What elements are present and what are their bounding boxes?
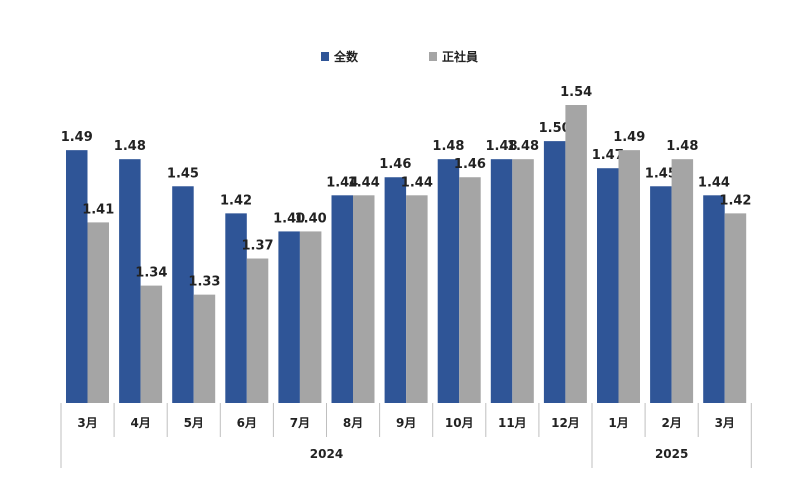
bar-regular-5 bbox=[299, 231, 322, 403]
bar-regular-8 bbox=[459, 177, 481, 403]
bar-regular-13 bbox=[724, 213, 747, 403]
bar-regular-1 bbox=[87, 222, 109, 403]
category-label-1: 3月 bbox=[77, 416, 97, 430]
legend-swatch-all bbox=[321, 52, 329, 61]
data-label-all-10: 1.50 bbox=[539, 121, 571, 136]
data-label-regular-6: 1.44 bbox=[348, 175, 380, 190]
bar-all-8 bbox=[437, 159, 460, 403]
bar-regular-4 bbox=[246, 258, 269, 403]
data-label-all-7: 1.46 bbox=[379, 157, 411, 172]
bar-regular-9 bbox=[512, 159, 534, 403]
category-label-13: 3月 bbox=[715, 416, 735, 430]
bar-all-1 bbox=[66, 150, 88, 403]
category-label-11: 1月 bbox=[608, 416, 628, 430]
bar-regular-7 bbox=[406, 195, 428, 403]
data-label-all-8: 1.48 bbox=[432, 139, 464, 154]
data-label-regular-12: 1.48 bbox=[666, 139, 698, 154]
data-label-all-1: 1.49 bbox=[61, 130, 93, 145]
year-label-2025: 2025 bbox=[655, 447, 688, 461]
bar-all-4 bbox=[225, 213, 247, 403]
bar-regular-2 bbox=[140, 285, 163, 403]
data-label-regular-7: 1.44 bbox=[401, 175, 433, 190]
data-label-regular-11: 1.49 bbox=[613, 130, 645, 145]
bar-all-12 bbox=[650, 186, 672, 403]
category-label-8: 10月 bbox=[445, 416, 474, 430]
data-label-regular-3: 1.33 bbox=[188, 275, 220, 290]
data-label-regular-8: 1.46 bbox=[454, 157, 486, 172]
data-label-regular-2: 1.34 bbox=[135, 266, 167, 281]
bar-all-7 bbox=[384, 177, 407, 403]
legend-label-all: 全数 bbox=[333, 49, 359, 64]
data-label-all-5: 1.40 bbox=[273, 211, 305, 226]
bar-all-3 bbox=[172, 186, 194, 403]
category-label-12: 2月 bbox=[661, 416, 681, 430]
year-label-2024: 2024 bbox=[310, 447, 343, 461]
bar-all-9 bbox=[490, 159, 513, 403]
bar-all-10 bbox=[543, 141, 566, 403]
data-label-regular-5: 1.40 bbox=[295, 211, 327, 226]
category-label-10: 12月 bbox=[551, 416, 580, 430]
bar-all-6 bbox=[331, 195, 353, 403]
data-label-all-6: 1.44 bbox=[326, 175, 358, 190]
bar-regular-11 bbox=[618, 150, 640, 403]
category-label-3: 5月 bbox=[184, 416, 204, 430]
bar-all-2 bbox=[119, 159, 141, 403]
data-label-all-3: 1.45 bbox=[167, 166, 199, 181]
category-label-7: 9月 bbox=[396, 416, 416, 430]
data-label-all-9: 1.48 bbox=[486, 139, 518, 154]
legend-swatch-regular bbox=[429, 52, 437, 61]
category-label-5: 7月 bbox=[290, 416, 310, 430]
data-label-regular-1: 1.41 bbox=[82, 202, 114, 217]
data-label-all-12: 1.45 bbox=[645, 166, 677, 181]
bar-regular-6 bbox=[353, 195, 375, 403]
data-label-regular-4: 1.37 bbox=[242, 239, 274, 254]
bar-regular-10 bbox=[565, 105, 587, 403]
data-label-all-13: 1.44 bbox=[698, 175, 730, 190]
legend-label-regular: 正社員 bbox=[442, 49, 478, 64]
data-label-regular-10: 1.54 bbox=[560, 85, 592, 100]
category-label-2: 4月 bbox=[130, 416, 150, 430]
data-label-all-2: 1.48 bbox=[114, 139, 146, 154]
bar-regular-12 bbox=[671, 159, 694, 403]
category-label-9: 11月 bbox=[498, 416, 527, 430]
bar-all-5 bbox=[278, 231, 300, 403]
data-label-regular-13: 1.42 bbox=[719, 193, 751, 208]
category-label-4: 6月 bbox=[237, 416, 257, 430]
data-label-all-4: 1.42 bbox=[220, 193, 252, 208]
data-label-regular-9: 1.48 bbox=[507, 139, 539, 154]
bar-all-11 bbox=[597, 168, 619, 403]
bar-all-13 bbox=[703, 195, 725, 403]
data-label-all-11: 1.47 bbox=[592, 148, 624, 163]
bar-regular-3 bbox=[193, 294, 216, 403]
category-label-6: 8月 bbox=[343, 416, 363, 430]
